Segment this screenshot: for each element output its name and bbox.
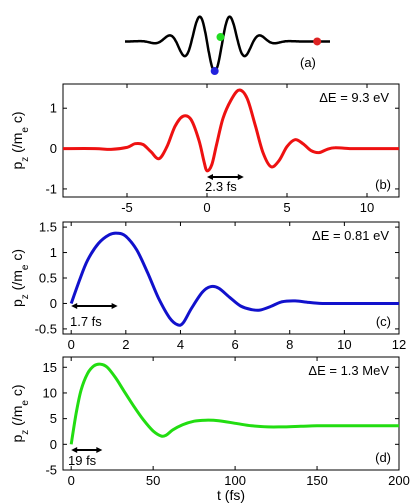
y-tick-label: 10: [43, 385, 57, 400]
y-tick-label: -0.5: [35, 321, 57, 336]
energy-annotation: ΔE = 1.3 MeV: [308, 363, 389, 378]
interval-arrowhead-right: [237, 174, 244, 180]
x-axis-label: t (fs): [217, 487, 245, 503]
x-tick-label: 0: [203, 200, 210, 215]
panel-d: 0 50 100 150 200 -5 0 5 10 15 19 fs ΔE = 1.3 MeV (d)…: [9, 356, 410, 503]
x-tick-label: -5: [121, 200, 133, 215]
interval-arrowhead-right: [111, 303, 118, 309]
panel-label: (c): [376, 314, 391, 329]
panel-label: (d): [375, 450, 391, 465]
x-tick-label: 0: [68, 337, 75, 352]
interval-label: 19 fs: [68, 453, 97, 468]
y-tick-label: 1: [50, 245, 57, 260]
marker-red: [313, 37, 322, 46]
interval-arrowhead-right: [96, 447, 103, 453]
plot-frame: [62, 356, 400, 471]
energy-annotation: ΔE = 0.81 eV: [312, 228, 389, 243]
x-tick-label: 12: [392, 337, 406, 352]
panel-label: (b): [375, 177, 391, 192]
series-line: [69, 362, 399, 445]
series-line: [62, 88, 399, 173]
x-tick-label: 200: [388, 473, 410, 488]
y-tick-label: 1: [50, 101, 57, 116]
energy-annotation: ΔE = 9.3 eV: [319, 90, 389, 105]
y-tick-label: 0.5: [39, 271, 57, 286]
interval-arrowhead-left: [71, 303, 78, 309]
series-line: [69, 231, 399, 327]
x-tick-label: 100: [224, 473, 246, 488]
y-tick-label: -1: [45, 181, 57, 196]
panel-c: 0 2 4 6 8 10 12 -0.5 0 0.5 1 1.5 1.7 fs ΔE = 0.81 eV (…: [9, 220, 406, 352]
marker-green: [216, 33, 225, 42]
plot-frame: [62, 83, 400, 198]
y-tick-label: 5: [50, 411, 57, 426]
interval-label: 2.3 fs: [205, 179, 237, 194]
panel-label-a: (a): [300, 55, 316, 70]
marker-blue: [210, 67, 219, 76]
x-tick-label: 10: [360, 200, 374, 215]
panel-b: -5 0 5 10 -1 0 1 2.3 fs ΔE = 9.3 eV (b) pz (/me c): [9, 83, 400, 215]
x-tick-label: 6: [231, 337, 238, 352]
y-tick-label: 0: [50, 296, 57, 311]
y-axis-label: pz (/me c): [9, 249, 31, 307]
interval-arrowhead-left: [207, 174, 213, 180]
y-tick-label: 0: [50, 141, 57, 156]
y-tick-label: -5: [45, 463, 57, 478]
y-tick-label: 0: [50, 437, 57, 452]
x-tick-label: 10: [337, 337, 351, 352]
y-tick-label: 15: [43, 360, 57, 375]
y-axis-label: pz (/me c): [9, 384, 31, 442]
y-tick-label: 1.5: [39, 220, 57, 235]
panel-a: (a): [125, 15, 330, 76]
y-axis-label: pz (/me c): [9, 111, 31, 169]
interval-arrowhead-left: [71, 447, 78, 453]
pulse-waveform: [125, 15, 330, 73]
interval-label: 1.7 fs: [70, 314, 102, 329]
x-tick-label: 4: [177, 337, 184, 352]
x-tick-label: 50: [146, 473, 160, 488]
x-tick-label: 8: [286, 337, 293, 352]
x-tick-label: 5: [283, 200, 290, 215]
x-tick-label: 0: [68, 473, 75, 488]
x-tick-label: 150: [306, 473, 328, 488]
x-tick-label: 2: [122, 337, 129, 352]
